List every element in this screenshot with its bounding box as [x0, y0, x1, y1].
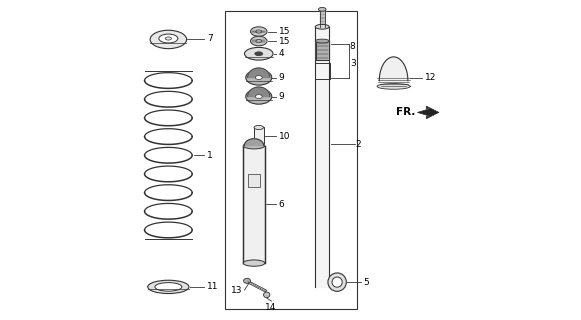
Polygon shape	[243, 146, 265, 263]
Ellipse shape	[328, 273, 346, 291]
Text: 2: 2	[356, 140, 361, 148]
Text: 3: 3	[350, 59, 356, 68]
Text: 6: 6	[279, 200, 285, 209]
Polygon shape	[315, 27, 329, 287]
Ellipse shape	[243, 142, 265, 149]
Ellipse shape	[332, 277, 342, 287]
Ellipse shape	[155, 283, 182, 291]
Text: 10: 10	[279, 132, 290, 141]
Ellipse shape	[246, 89, 272, 104]
Polygon shape	[248, 68, 270, 77]
Text: 1: 1	[207, 151, 213, 160]
Ellipse shape	[243, 278, 250, 284]
Text: 9: 9	[279, 73, 285, 82]
Polygon shape	[316, 41, 329, 60]
Text: 9: 9	[279, 92, 285, 101]
Polygon shape	[248, 87, 270, 97]
Polygon shape	[320, 9, 325, 27]
Ellipse shape	[246, 70, 272, 85]
Ellipse shape	[318, 7, 326, 11]
Polygon shape	[417, 106, 439, 119]
Text: FR.: FR.	[396, 108, 416, 117]
Ellipse shape	[243, 260, 265, 266]
Text: 8: 8	[350, 42, 356, 51]
Text: 12: 12	[425, 73, 436, 82]
Ellipse shape	[150, 30, 187, 49]
Polygon shape	[377, 57, 410, 86]
Polygon shape	[245, 139, 264, 146]
Ellipse shape	[254, 143, 264, 147]
Ellipse shape	[255, 76, 262, 79]
Ellipse shape	[256, 30, 261, 33]
Ellipse shape	[165, 37, 171, 40]
Ellipse shape	[250, 36, 267, 46]
Ellipse shape	[255, 95, 262, 99]
Bar	[225, 11, 357, 309]
Text: 13: 13	[231, 286, 242, 295]
Ellipse shape	[315, 24, 329, 29]
Ellipse shape	[315, 39, 329, 43]
Ellipse shape	[245, 47, 273, 60]
Text: 15: 15	[279, 27, 290, 36]
Text: 4: 4	[279, 49, 284, 58]
Bar	[254, 127, 264, 145]
Text: 14: 14	[265, 303, 277, 312]
Ellipse shape	[250, 27, 267, 36]
Ellipse shape	[264, 292, 270, 298]
Ellipse shape	[148, 280, 189, 293]
Ellipse shape	[255, 52, 263, 56]
Ellipse shape	[377, 84, 410, 89]
Bar	[248, 174, 260, 187]
Ellipse shape	[159, 34, 178, 43]
Ellipse shape	[254, 125, 264, 130]
Text: 7: 7	[207, 34, 213, 43]
Text: 5: 5	[364, 278, 369, 287]
Ellipse shape	[256, 39, 261, 43]
Text: 15: 15	[279, 36, 290, 45]
Text: 11: 11	[207, 282, 218, 292]
